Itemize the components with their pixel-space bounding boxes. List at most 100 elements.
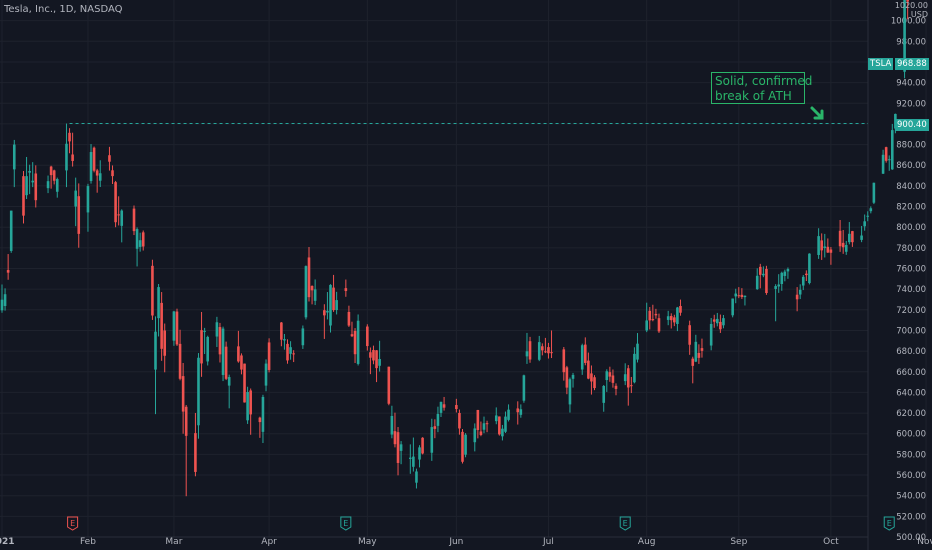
annotation-arrow — [810, 106, 824, 120]
candle-body — [848, 233, 851, 243]
candle-body — [645, 320, 648, 331]
candle-body — [731, 298, 734, 316]
candle-body — [393, 431, 397, 445]
candle-body — [863, 221, 866, 227]
candle-body — [694, 341, 698, 362]
candle-body — [755, 275, 759, 290]
candle-body — [31, 180, 34, 183]
candle-body — [25, 176, 28, 196]
annotation-box[interactable]: Solid, confirmed break of ATH — [711, 72, 813, 104]
candle-body — [108, 155, 111, 162]
candle-body — [227, 377, 231, 386]
candle-body — [565, 367, 569, 388]
y-tick-label: 560.00 — [896, 471, 926, 481]
candle-body — [264, 363, 268, 386]
level-price-value: 900.40 — [897, 120, 927, 130]
candle-body — [390, 415, 394, 435]
candle-body — [335, 300, 338, 311]
candle-body — [203, 330, 206, 332]
candle-body — [71, 154, 74, 161]
candle-body — [501, 428, 504, 437]
candle-body — [482, 423, 486, 430]
candle-body — [464, 434, 467, 455]
candle-body — [332, 287, 335, 311]
candle-body — [6, 270, 10, 273]
candle-body — [851, 231, 854, 243]
candle-body — [777, 284, 781, 287]
candle-body — [571, 374, 575, 379]
candle-body — [135, 229, 139, 249]
earnings-marker — [67, 516, 79, 531]
annotation-line-2: break of ATH — [715, 89, 792, 103]
candle-body — [28, 171, 31, 173]
y-tick-label: 720.00 — [896, 306, 926, 316]
earnings-marker — [340, 516, 352, 531]
candle-body — [353, 330, 357, 355]
candle-body — [734, 293, 738, 297]
candle-body — [310, 285, 314, 291]
ticker-symbol: TSLA — [870, 59, 892, 69]
candle-body — [473, 428, 477, 443]
candle-body — [224, 346, 228, 379]
last-price-value: 968.88 — [897, 59, 927, 69]
candle-body — [206, 336, 209, 362]
last-price-tag: 968.88 — [895, 58, 929, 70]
candle-body — [249, 390, 252, 415]
candle-body — [691, 358, 695, 366]
candle-body — [568, 379, 572, 405]
candle-body — [866, 215, 870, 217]
candle-body — [544, 351, 547, 353]
x-tick-label: Mar — [165, 537, 182, 547]
candle-body — [614, 385, 618, 389]
candle-body — [12, 144, 16, 170]
candle-body — [372, 349, 375, 361]
y-tick-label: 940.00 — [896, 79, 926, 89]
candle-body — [860, 235, 863, 240]
y-tick-label: 800.00 — [896, 223, 926, 233]
candle-body — [415, 471, 418, 483]
candle-body — [304, 266, 308, 318]
candle-body — [184, 406, 188, 436]
candle-body — [369, 352, 372, 358]
x-tick-label: Sep — [730, 537, 747, 547]
candle-body — [418, 447, 421, 460]
candle-body — [74, 190, 77, 207]
y-tick-label: 500.00 — [896, 533, 926, 543]
candle-body — [49, 166, 53, 176]
y-tick-label: 540.00 — [896, 492, 926, 502]
candle-body — [611, 375, 615, 383]
candle-body — [356, 320, 360, 364]
candle-body — [458, 412, 461, 429]
candle-body — [719, 321, 722, 330]
candle-body — [872, 182, 876, 203]
candle-body — [3, 294, 7, 306]
candle-body — [580, 345, 584, 370]
ticker-tag: TSLA — [868, 58, 894, 70]
annotation-line-1: Solid, confirmed — [715, 74, 813, 88]
candle-body — [626, 368, 630, 388]
candle-body — [669, 316, 673, 321]
candle-body — [838, 230, 842, 247]
candle-body — [795, 294, 799, 300]
candle-body — [688, 325, 691, 345]
candle-body — [347, 311, 351, 326]
candle-body — [562, 349, 566, 373]
y-tick-label: 640.00 — [896, 388, 926, 398]
candle-body — [409, 457, 412, 459]
y-tick-label: 980.00 — [896, 37, 926, 47]
x-tick-label: Jun — [448, 537, 463, 547]
candle-body — [765, 268, 768, 294]
candle-body — [366, 326, 369, 347]
candle-body — [46, 181, 50, 189]
candle-body — [722, 318, 725, 326]
x-tick-label: Nov — [917, 537, 932, 547]
candle-body — [679, 305, 682, 313]
currency-unit: USD — [910, 10, 928, 19]
candle-body — [507, 409, 510, 420]
candle-body — [841, 242, 845, 248]
candle-body — [163, 330, 167, 356]
candle-body — [712, 319, 716, 322]
candle-body — [608, 372, 612, 377]
candle-body — [172, 311, 176, 341]
